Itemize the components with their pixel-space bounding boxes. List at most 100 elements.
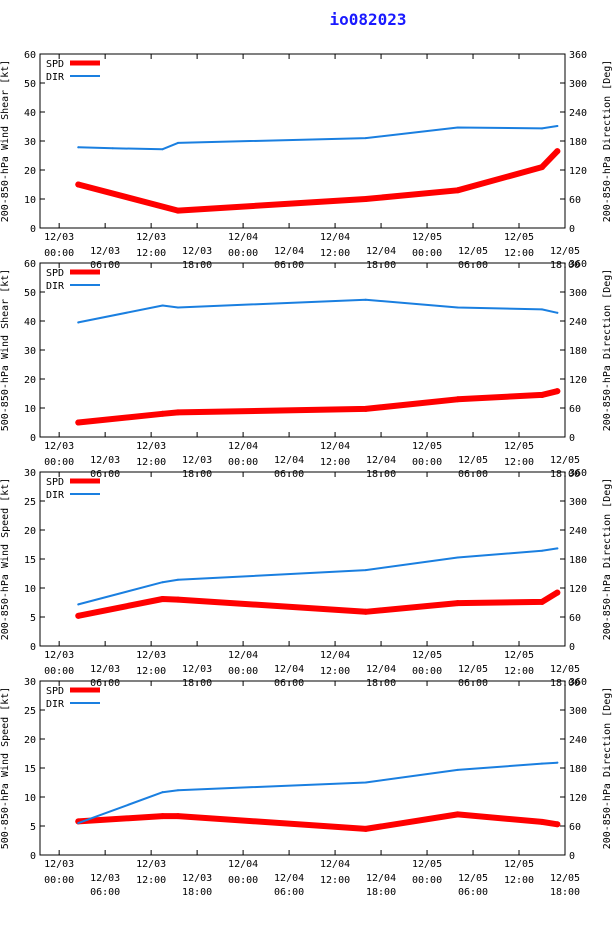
- x-tick-date-label: 12/04: [366, 246, 396, 257]
- y-left-axis-label: 200-850-hPa Wind Shear [kt]: [0, 60, 11, 223]
- y-left-tick-label: 20: [24, 526, 36, 537]
- spd-point: [174, 207, 181, 214]
- x-tick-time-label: 12:00: [504, 875, 534, 886]
- y-right-tick-label: 60: [569, 613, 581, 624]
- x-tick-date-label: 12/04: [228, 859, 258, 870]
- y-right-tick-label: 240: [569, 735, 587, 746]
- legend-spd-label: SPD: [46, 59, 64, 70]
- spd-series-line: [75, 811, 561, 832]
- dir-point: [364, 298, 367, 301]
- x-tick-date-label: 12/04: [366, 664, 396, 675]
- x-tick-time-label: 12:00: [136, 666, 166, 677]
- dir-point: [176, 306, 179, 309]
- x-tick-date-label: 12/04: [274, 246, 304, 257]
- y-right-tick-label: 300: [569, 497, 587, 508]
- x-tick-time-label: 00:00: [44, 666, 74, 677]
- legend-spd-label: SPD: [46, 686, 64, 697]
- dir-point: [77, 321, 80, 324]
- y-left-tick-label: 40: [24, 317, 36, 328]
- y-right-tick-label: 300: [569, 79, 587, 90]
- x-tick-date-label: 12/05: [412, 232, 442, 243]
- x-tick-date-label: 12/04: [274, 664, 304, 675]
- x-tick-time-label: 00:00: [44, 457, 74, 468]
- x-tick-date-label: 12/05: [504, 650, 534, 661]
- y-left-tick-label: 10: [24, 584, 36, 595]
- x-tick-date-label: 12/05: [550, 873, 580, 884]
- dir-point: [556, 547, 559, 550]
- legend-dir-label: DIR: [46, 490, 65, 501]
- y-left-tick-label: 60: [24, 259, 36, 270]
- x-tick-date-label: 12/05: [550, 664, 580, 675]
- y-left-tick-label: 50: [24, 79, 36, 90]
- x-tick-time-label: 00:00: [228, 875, 258, 886]
- y-right-tick-label: 60: [569, 404, 581, 415]
- dir-point: [161, 304, 164, 307]
- y-right-tick-label: 360: [569, 50, 587, 61]
- dir-point: [541, 549, 544, 552]
- y-right-tick-label: 180: [569, 764, 587, 775]
- spd-point: [454, 600, 461, 607]
- y-right-tick-label: 0: [569, 433, 575, 444]
- dir-point: [456, 556, 459, 559]
- y-left-tick-label: 40: [24, 108, 36, 119]
- spd-point: [362, 405, 369, 412]
- spd-point: [174, 409, 181, 416]
- y-left-tick-label: 30: [24, 677, 36, 688]
- x-tick-time-label: 12:00: [504, 248, 534, 259]
- y-left-tick-label: 0: [30, 851, 36, 862]
- y-right-tick-label: 60: [569, 822, 581, 833]
- x-tick-date-label: 12/05: [504, 859, 534, 870]
- y-right-tick-label: 0: [569, 224, 575, 235]
- y-left-axis-label: 500-850-hPa Wind Shear [kt]: [0, 269, 11, 432]
- x-tick-time-label: 12:00: [320, 457, 350, 468]
- spd-point: [454, 396, 461, 403]
- dir-point: [161, 791, 164, 794]
- spd-point: [554, 821, 561, 828]
- y-right-tick-label: 300: [569, 288, 587, 299]
- x-tick-date-label: 12/03: [44, 650, 74, 661]
- y-left-tick-label: 30: [24, 137, 36, 148]
- dir-point: [364, 569, 367, 572]
- y-right-tick-label: 180: [569, 137, 587, 148]
- y-right-tick-label: 360: [569, 468, 587, 479]
- spd-point: [75, 419, 82, 426]
- y-left-tick-label: 20: [24, 375, 36, 386]
- legend-dir-label: DIR: [46, 281, 65, 292]
- x-tick-date-label: 12/04: [228, 441, 258, 452]
- x-tick-time-label: 12:00: [320, 248, 350, 259]
- dir-point: [541, 308, 544, 311]
- x-tick-date-label: 12/03: [90, 246, 120, 257]
- y-right-axis-label: 200-850-hPa Direction [Deg]: [602, 60, 613, 223]
- x-tick-date-label: 12/04: [320, 650, 350, 661]
- y-left-tick-label: 0: [30, 642, 36, 653]
- spd-series-line: [75, 148, 561, 214]
- x-tick-time-label: 12:00: [136, 875, 166, 886]
- panel-4: 05101520253006012018024030036012/0300:00…: [0, 677, 613, 898]
- dir-point: [556, 125, 559, 128]
- spd-point: [362, 825, 369, 832]
- x-tick-date-label: 12/04: [274, 873, 304, 884]
- x-tick-date-label: 12/03: [136, 441, 166, 452]
- legend-dir-label: DIR: [46, 699, 65, 710]
- y-left-tick-label: 60: [24, 50, 36, 61]
- x-tick-time-label: 12:00: [504, 457, 534, 468]
- x-tick-date-label: 12/04: [228, 650, 258, 661]
- y-left-tick-label: 0: [30, 433, 36, 444]
- legend-spd-label: SPD: [46, 477, 64, 488]
- y-right-tick-label: 120: [569, 793, 587, 804]
- x-tick-date-label: 12/03: [182, 455, 212, 466]
- y-right-axis-label: 200-850-hPa Direction [Deg]: [602, 269, 613, 432]
- dir-point: [77, 146, 80, 149]
- y-left-tick-label: 20: [24, 735, 36, 746]
- legend-dir-label: DIR: [46, 72, 65, 83]
- spd-point: [159, 813, 166, 820]
- y-left-tick-label: 30: [24, 346, 36, 357]
- dir-series-line: [77, 298, 559, 324]
- x-tick-date-label: 12/05: [458, 664, 488, 675]
- x-tick-time-label: 00:00: [228, 666, 258, 677]
- y-right-tick-label: 240: [569, 526, 587, 537]
- y-right-axis-label: 200-850-hPa Direction [Deg]: [602, 478, 613, 641]
- y-left-tick-label: 10: [24, 195, 36, 206]
- dir-point: [364, 781, 367, 784]
- x-tick-time-label: 00:00: [412, 248, 442, 259]
